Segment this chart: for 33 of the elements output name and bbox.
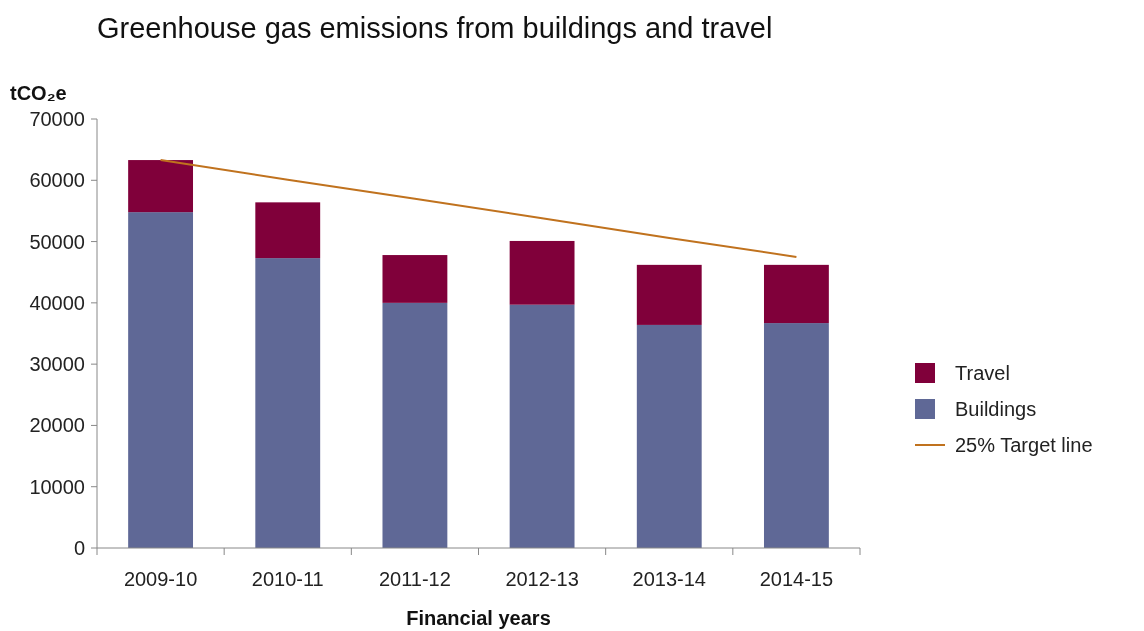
x-tick-label: 2013-14	[632, 568, 706, 590]
y-tick-label: 0	[73, 537, 85, 559]
bar	[128, 160, 194, 213]
bar	[763, 264, 829, 324]
x-tick-label: 2011-12	[378, 568, 451, 590]
x-tick-label: 2012-13	[505, 568, 579, 590]
bar	[255, 258, 321, 548]
bar	[636, 324, 702, 548]
line-series	[159, 159, 798, 258]
bar	[509, 304, 575, 548]
bar	[128, 212, 194, 548]
y-tick-label: 70000	[29, 108, 85, 130]
y-tick-label: 30000	[29, 353, 85, 376]
y-tick-label: 20000	[29, 414, 85, 437]
bar	[382, 302, 448, 548]
y-tick-label: 50000	[29, 230, 85, 253]
x-tick-label: 2009-10	[123, 568, 198, 590]
bar	[763, 323, 829, 548]
legend-label: 25% Target line	[955, 434, 1093, 456]
bar	[382, 255, 448, 303]
y-axis-title: tCO₂e	[10, 82, 67, 104]
chart-title: Greenhouse gas emissions from buildings and travel	[97, 12, 773, 44]
legend-label: Buildings	[955, 398, 1037, 420]
x-axis-title: Financial years	[406, 607, 551, 629]
bar	[255, 202, 321, 259]
y-tick-label: 10000	[29, 475, 85, 498]
y-tick-label: 40000	[29, 291, 85, 314]
bar	[509, 240, 575, 305]
legend-label: Travel	[955, 362, 1010, 384]
bar	[636, 264, 702, 325]
y-tick-label: 60000	[29, 169, 85, 192]
x-tick-label: 2014-15	[759, 568, 834, 590]
x-tick-label: 2010-11	[251, 568, 324, 590]
